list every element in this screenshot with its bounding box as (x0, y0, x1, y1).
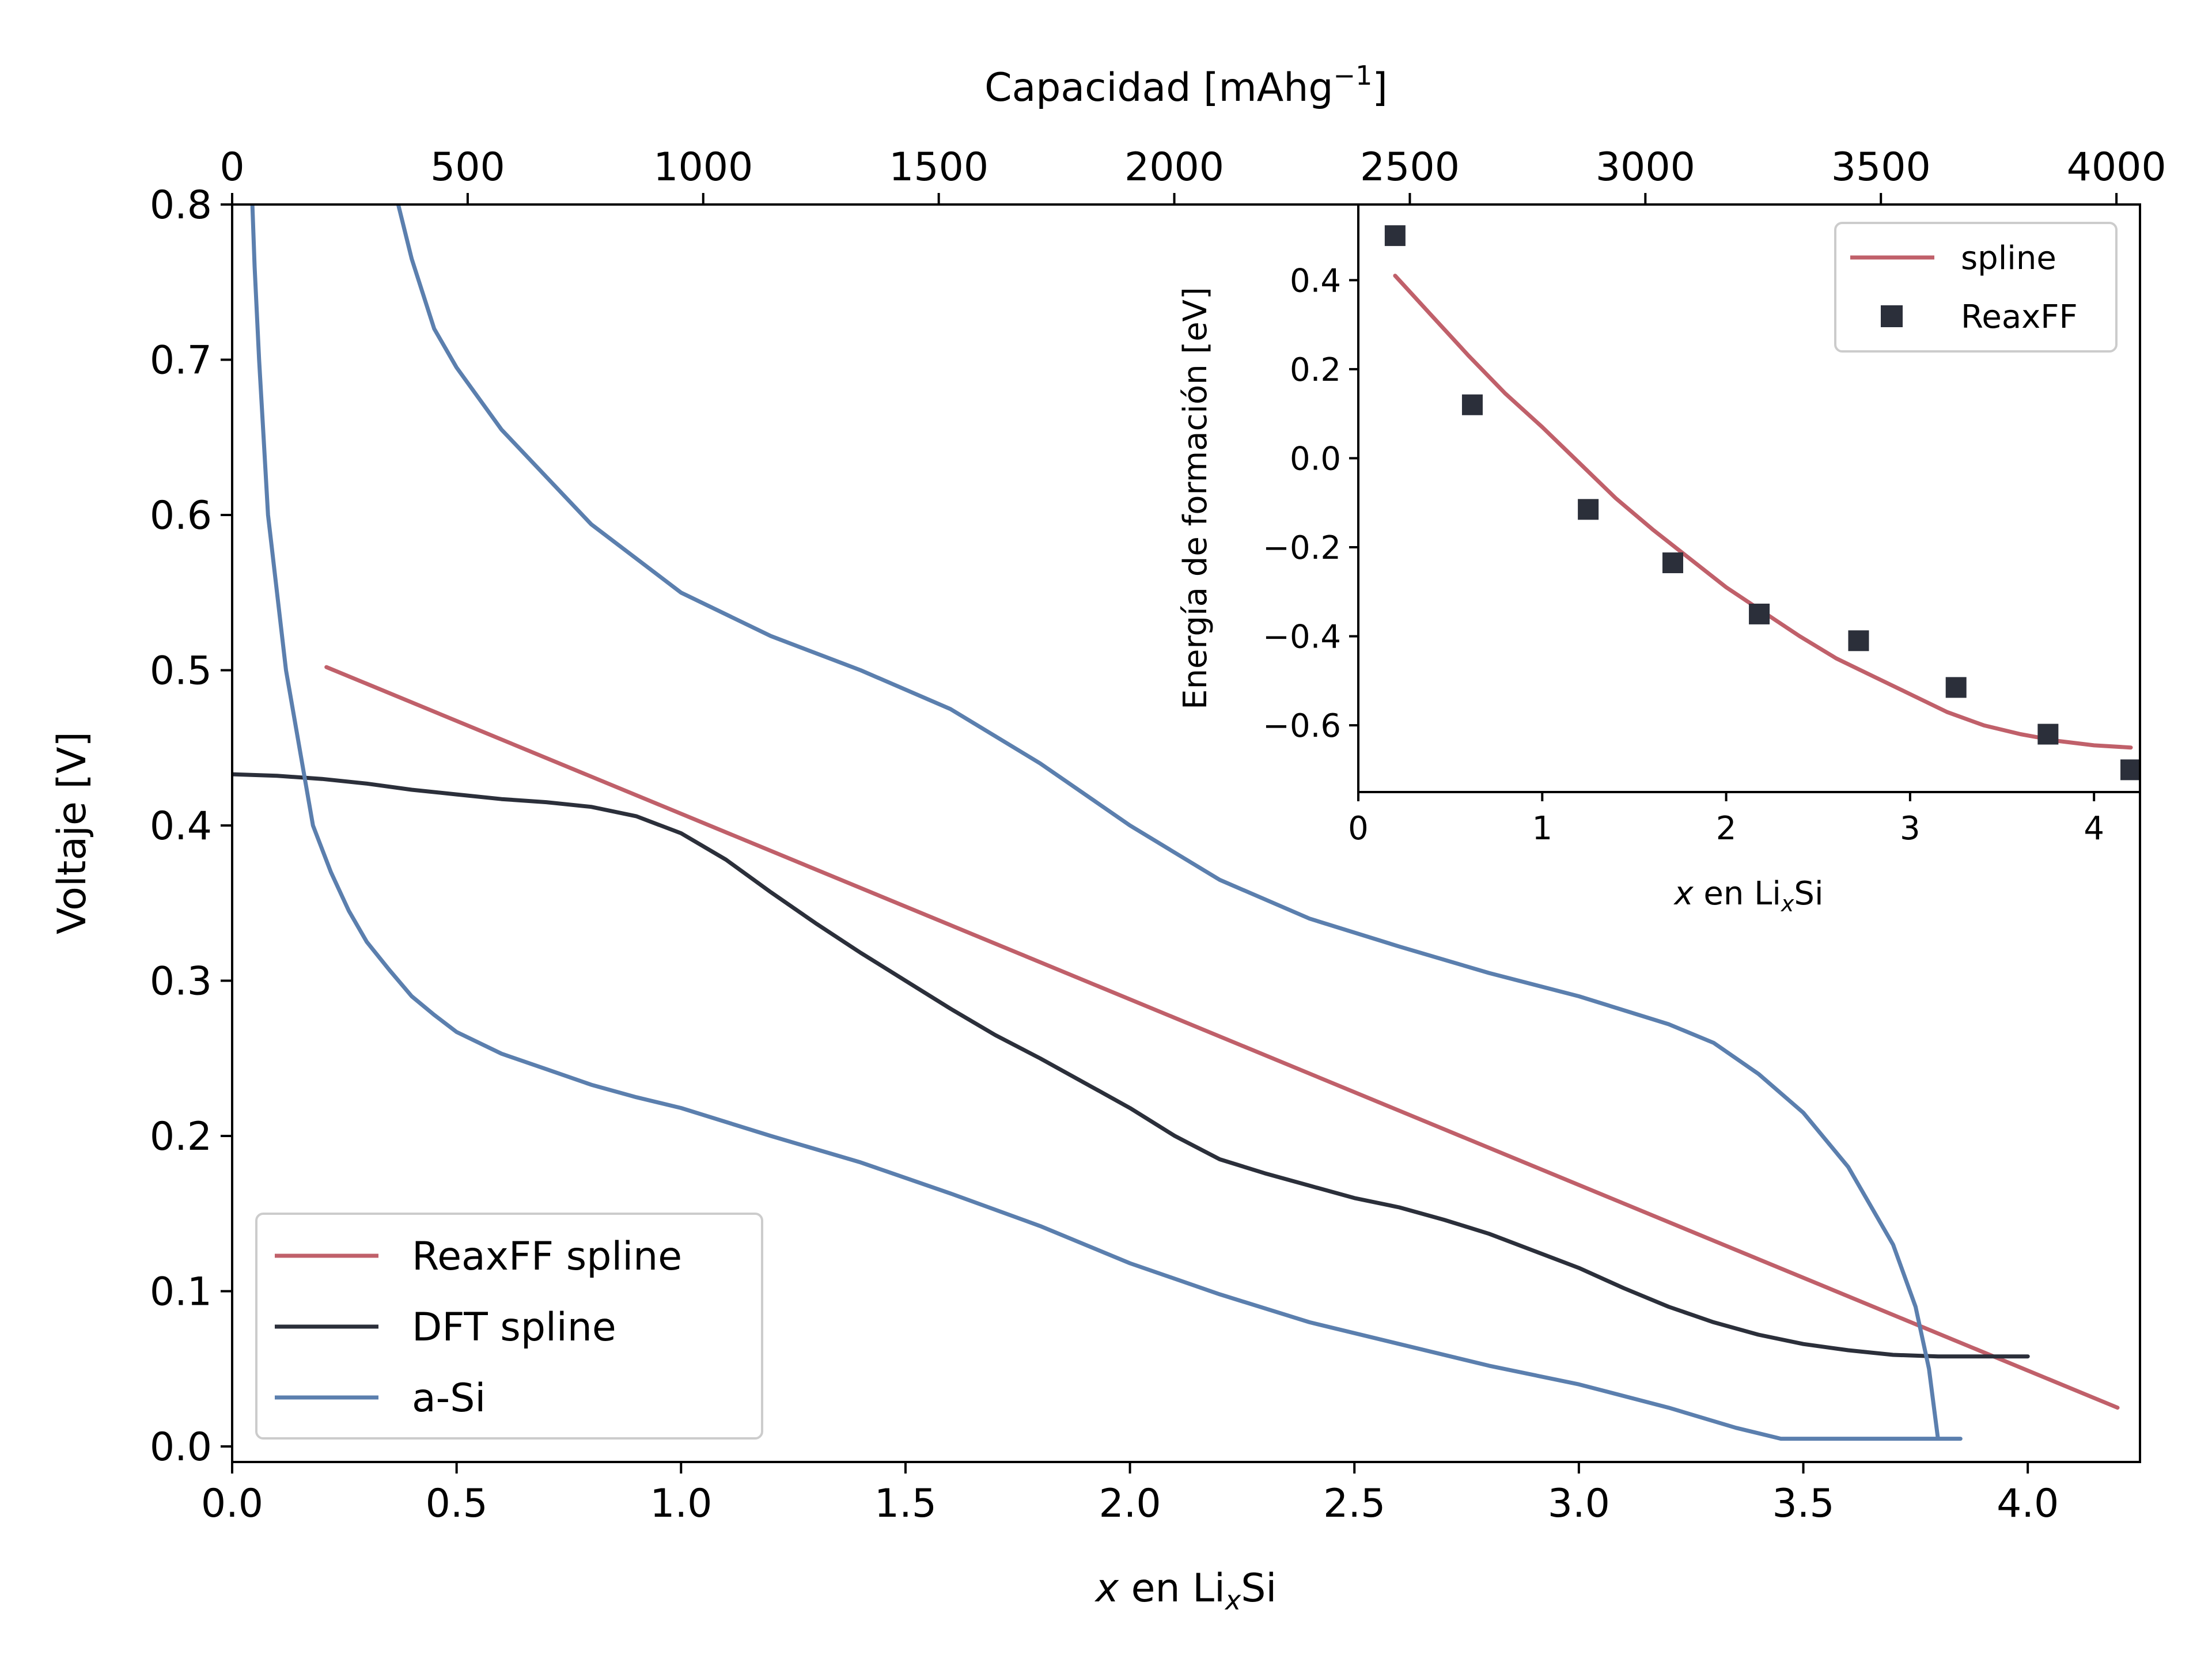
main-top-axis: 0 500 1000 1500 2000 2500 3000 3500 4000 (219, 145, 2166, 204)
y-tick-label: 0.1 (150, 1270, 212, 1315)
inset-legend: spline ReaxFF (1834, 222, 2118, 353)
top-tick-label: 0 (219, 145, 244, 190)
legend-label-a-si: a-Si (412, 1376, 486, 1421)
top-tick-label: 3000 (1596, 145, 1695, 190)
y-tick-label: 0.8 (150, 183, 212, 228)
main-top-axis-label: Capacidad [mAhg−1] (984, 60, 1388, 111)
legend-marker-reaxff (1881, 305, 1903, 327)
inset-y-tick-label: 0.2 (1290, 351, 1341, 389)
inset-point-reaxff (2037, 724, 2059, 745)
inset-x-axis-label: x en LixSi (1673, 875, 1823, 916)
top-tick-label: 1000 (653, 145, 753, 190)
inset-y-tick-label: 0.4 (1290, 262, 1341, 300)
x-tick-label: 2.5 (1323, 1481, 1385, 1527)
y-tick-label: 0.3 (150, 959, 212, 1005)
x-tick-label: 2.0 (1099, 1481, 1161, 1527)
inset-point-reaxff (1848, 630, 1869, 652)
x-tick-label: 1.0 (650, 1481, 712, 1527)
main-series-group (232, 204, 2120, 1441)
main-y-axis: 0.0 0.1 0.2 0.3 0.4 0.5 0.6 0.7 0.8 (150, 183, 232, 1470)
y-tick-label: 0.2 (150, 1114, 212, 1160)
inset-x-axis: 0 1 2 3 4 (1348, 792, 2104, 847)
main-chart: 0.0 0.5 1.0 1.5 2.0 2.5 3.0 3.5 4.0 0.0 0.1 0.2 0.3… (50, 60, 2166, 1616)
legend-label-reaxff-spline: ReaxFF spline (412, 1234, 682, 1279)
inset-x-tick-label: 2 (1716, 810, 1737, 847)
x-tick-label: 3.0 (1548, 1481, 1610, 1527)
series-line-reaxff-spline (324, 665, 2120, 1410)
series-line-a-si (250, 204, 1963, 1441)
inset-x-tick-label: 3 (1900, 810, 1921, 847)
main-y-axis-label: Voltaje [V] (50, 732, 95, 934)
x-tick-label: 0.0 (201, 1481, 263, 1527)
legend-label-dft-spline: DFT spline (412, 1305, 616, 1350)
top-tick-label: 3500 (1831, 145, 1931, 190)
inset-point-reaxff (1384, 225, 1406, 247)
top-tick-label: 500 (430, 145, 505, 190)
main-legend: ReaxFF spline DFT spline a-Si (255, 1213, 763, 1440)
inset-y-tick-label: −0.2 (1263, 529, 1341, 567)
y-tick-label: 0.0 (150, 1425, 212, 1470)
inset-series-group (1384, 225, 2140, 781)
series-line-dft-spline (232, 772, 2030, 1359)
inset-x-tick-label: 4 (2084, 810, 2104, 847)
inset-y-tick-label: −0.6 (1263, 707, 1341, 745)
inset-y-axis: 0.4 0.2 0.0 −0.2 −0.4 −0.6 (1263, 262, 1358, 745)
inset-x-tick-label: 0 (1348, 810, 1369, 847)
inset-x-tick-label: 1 (1532, 810, 1552, 847)
legend-label-reaxff: ReaxFF (1961, 298, 2078, 336)
main-x-axis: 0.0 0.5 1.0 1.5 2.0 2.5 3.0 3.5 4.0 (201, 1462, 2059, 1527)
inset-point-reaxff (1749, 603, 1770, 624)
top-tick-label: 1500 (889, 145, 988, 190)
inset-chart: 0 1 2 3 4 0.4 0.2 0.0 −0.2 −0.4 −0.6 x en LixSi E… (1177, 203, 2141, 916)
y-tick-label: 0.7 (150, 338, 212, 384)
inset-y-tick-label: 0.0 (1290, 440, 1341, 478)
main-legend-box (255, 1213, 763, 1440)
top-tick-label: 2000 (1124, 145, 1224, 190)
inset-point-reaxff (1945, 677, 1967, 698)
inset-point-reaxff (1461, 394, 1483, 415)
inset-y-tick-label: −0.4 (1263, 619, 1341, 656)
top-tick-label: 2500 (1360, 145, 1460, 190)
inset-point-reaxff (1662, 552, 1683, 574)
inset-y-axis-label: Energía de formación [eV] (1177, 287, 1214, 710)
y-tick-label: 0.6 (150, 493, 212, 539)
main-plot-frame (231, 203, 2141, 1463)
top-tick-label: 4000 (2067, 145, 2166, 190)
x-tick-label: 4.0 (1997, 1481, 2059, 1527)
y-tick-label: 0.5 (150, 649, 212, 694)
legend-label-spline: spline (1961, 240, 2056, 277)
inset-point-reaxff (2120, 759, 2140, 781)
x-tick-label: 1.5 (874, 1481, 937, 1527)
inset-legend-box (1834, 222, 2118, 353)
main-x-axis-label: x en LixSi (1094, 1566, 1277, 1616)
inset-plot-frame (1357, 203, 2141, 793)
y-tick-label: 0.4 (150, 804, 212, 849)
x-tick-label: 0.5 (426, 1481, 488, 1527)
x-tick-label: 3.5 (1772, 1481, 1834, 1527)
inset-point-reaxff (1578, 499, 1599, 520)
